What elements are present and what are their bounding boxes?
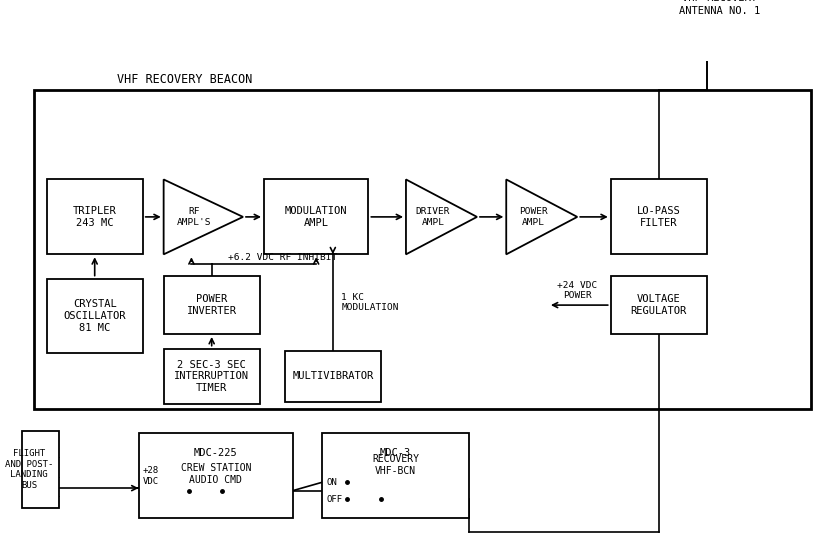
Text: RECOVERY
VHF-BCN: RECOVERY VHF-BCN (371, 455, 419, 476)
Text: POWER
AMPL: POWER AMPL (518, 207, 547, 227)
Text: ON: ON (326, 478, 337, 487)
Text: 1 KC
MODULATION: 1 KC MODULATION (341, 293, 398, 312)
Text: CRYSTAL
OSCILLATOR
81 MC: CRYSTAL OSCILLATOR 81 MC (64, 299, 125, 332)
Polygon shape (164, 179, 242, 255)
FancyBboxPatch shape (322, 433, 468, 518)
Polygon shape (506, 179, 577, 255)
Text: MULTIVIBRATOR: MULTIVIBRATOR (292, 371, 373, 382)
Text: +28
VDC: +28 VDC (143, 467, 159, 486)
FancyBboxPatch shape (139, 433, 293, 518)
Text: LO-PASS
FILTER: LO-PASS FILTER (636, 206, 680, 228)
FancyBboxPatch shape (34, 90, 810, 409)
Polygon shape (674, 13, 737, 44)
FancyBboxPatch shape (263, 179, 368, 255)
Text: ANTENNA NO. 1: ANTENNA NO. 1 (678, 6, 759, 16)
Text: VHF RECOVERY BEACON: VHF RECOVERY BEACON (117, 73, 252, 86)
Text: CREW STATION
AUDIO CMD: CREW STATION AUDIO CMD (181, 463, 251, 485)
Text: RF
AMPL'S: RF AMPL'S (176, 207, 211, 227)
FancyBboxPatch shape (610, 179, 706, 255)
FancyBboxPatch shape (284, 351, 380, 402)
Text: 2 SEC-3 SEC
INTERRUPTION
TIMER: 2 SEC-3 SEC INTERRUPTION TIMER (174, 360, 249, 393)
FancyBboxPatch shape (610, 276, 706, 334)
Text: MDC-3: MDC-3 (380, 447, 410, 458)
Text: +24 VDC
POWER: +24 VDC POWER (557, 281, 597, 300)
Text: VOLTAGE
REGULATOR: VOLTAGE REGULATOR (630, 294, 686, 316)
Text: MDC-225: MDC-225 (194, 447, 237, 458)
Text: POWER
INVERTER: POWER INVERTER (186, 294, 237, 316)
Text: OFF: OFF (326, 495, 342, 504)
FancyBboxPatch shape (47, 179, 143, 255)
Text: DRIVER
AMPL: DRIVER AMPL (415, 207, 450, 227)
Text: MODULATION
AMPL: MODULATION AMPL (284, 206, 347, 228)
FancyBboxPatch shape (164, 276, 259, 334)
FancyBboxPatch shape (47, 278, 143, 353)
FancyBboxPatch shape (22, 431, 59, 508)
Text: +6.2 VDC RF INHIBIT: +6.2 VDC RF INHIBIT (228, 252, 337, 262)
Text: FLIGHT
AND POST-
LANDING
BUS: FLIGHT AND POST- LANDING BUS (5, 449, 54, 489)
Text: TRIPLER
243 MC: TRIPLER 243 MC (73, 206, 116, 228)
Polygon shape (405, 179, 477, 255)
Text: VHF RECOVERY: VHF RECOVERY (681, 0, 756, 3)
FancyBboxPatch shape (164, 349, 259, 404)
